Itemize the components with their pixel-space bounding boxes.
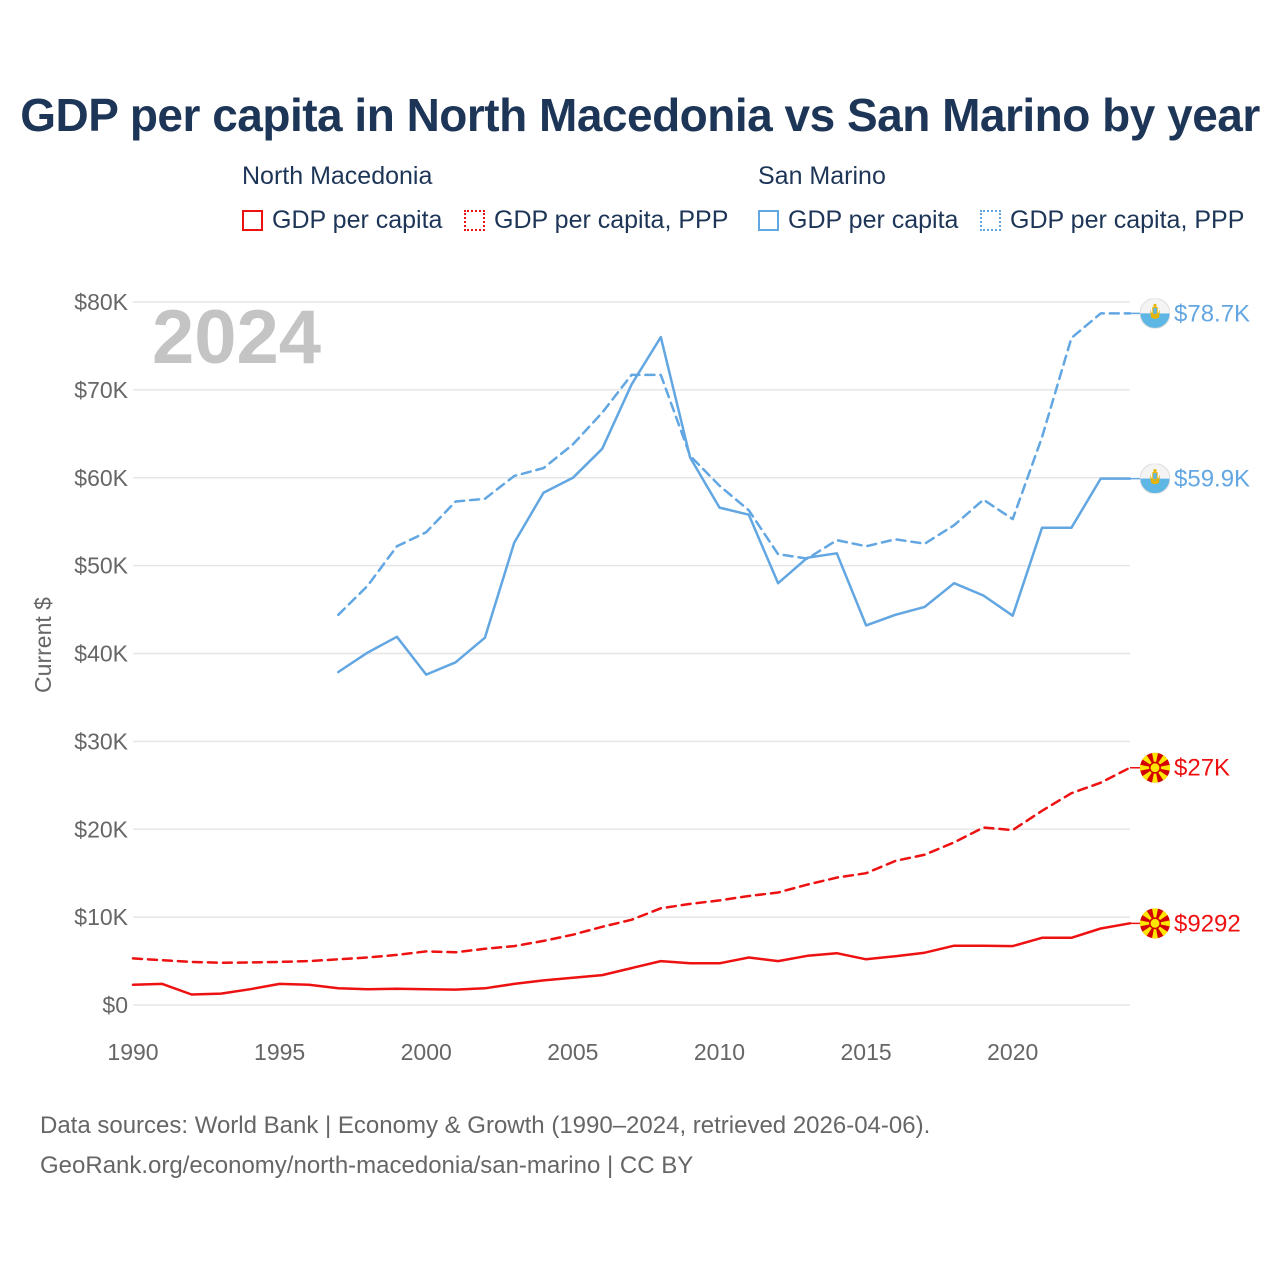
- legend-swatch-dotted-blue: [980, 210, 1001, 231]
- x-tick-label: 2015: [841, 1039, 892, 1065]
- x-tick-label: 2010: [694, 1039, 745, 1065]
- x-axis-ticks: 1990 1995 2000 2005 2010 2015 2020: [107, 1039, 1038, 1065]
- north-macedonia-flag-icon: [1140, 908, 1170, 939]
- source-url-text[interactable]: GeoRank.org/economy/north-macedonia/san-…: [40, 1152, 694, 1179]
- legend-item-north-macedonia-gdp[interactable]: GDP per capita: [242, 206, 442, 235]
- end-value-label: $59.9K: [1174, 466, 1250, 493]
- y-axis-ticks: $0 $10K $20K $30K $40K $50K $60K $70K $80K: [74, 289, 128, 1018]
- north-macedonia-flag-icon: [1140, 752, 1170, 783]
- legend-swatch-solid-blue: [758, 210, 779, 231]
- legend-item-san-marino-gdp[interactable]: GDP per capita: [758, 206, 958, 235]
- y-tick-label: $10K: [74, 904, 128, 930]
- end-value-label: $78.7K: [1174, 300, 1250, 327]
- y-axis-label: Current $: [30, 597, 56, 693]
- y-tick-label: $70K: [74, 377, 128, 403]
- grid-lines: [133, 301, 1130, 1006]
- y-tick-label: $60K: [74, 465, 128, 491]
- x-tick-label: 2000: [401, 1039, 452, 1065]
- legend-item-san-marino-gdp-ppp[interactable]: GDP per capita, PPP: [980, 206, 1244, 235]
- series-line-0[interactable]: [131, 922, 1132, 996]
- series-lines: [131, 312, 1132, 996]
- x-tick-label: 1995: [254, 1039, 305, 1065]
- x-tick-label: 2005: [547, 1039, 598, 1065]
- series-line-3[interactable]: [337, 312, 1132, 617]
- series-end-labels: $9292 $27K $59.9K $78.7K: [1130, 298, 1250, 939]
- legend-heading-san-marino: San Marino: [758, 162, 886, 190]
- series-line-2[interactable]: [337, 335, 1132, 676]
- end-value-label: $27K: [1174, 755, 1230, 782]
- y-tick-label: $80K: [74, 289, 128, 315]
- y-tick-label: $30K: [74, 728, 128, 754]
- footer: Data sources: World Bank | Economy & Gro…: [40, 1106, 930, 1186]
- series-line-1[interactable]: [131, 766, 1132, 965]
- legend-swatch-dotted-red: [464, 210, 485, 231]
- legend-swatch-solid-red: [242, 210, 263, 231]
- end-value-label: $9292: [1174, 910, 1241, 937]
- legend-heading-north-macedonia: North Macedonia: [242, 162, 433, 190]
- y-tick-label: $40K: [74, 641, 128, 667]
- chart-title: GDP per capita in North Macedonia vs San…: [20, 89, 1260, 141]
- data-sources-text: Data sources: World Bank | Economy & Gro…: [40, 1112, 931, 1139]
- legend-label: GDP per capita, PPP: [494, 206, 729, 234]
- current-year-label: 2024: [152, 295, 321, 380]
- legend-label: GDP per capita, PPP: [1010, 206, 1245, 234]
- legend-label: GDP per capita: [272, 206, 443, 234]
- y-tick-label: $20K: [74, 816, 128, 842]
- legend-item-north-macedonia-gdp-ppp[interactable]: GDP per capita, PPP: [464, 206, 728, 235]
- x-tick-label: 1990: [107, 1039, 158, 1065]
- y-tick-label: $0: [102, 992, 128, 1018]
- legend-label: GDP per capita: [788, 206, 959, 234]
- san-marino-flag-icon: [1140, 298, 1170, 328]
- y-tick-label: $50K: [74, 553, 128, 579]
- x-tick-label: 2020: [987, 1039, 1038, 1065]
- san-marino-flag-icon: [1140, 464, 1170, 494]
